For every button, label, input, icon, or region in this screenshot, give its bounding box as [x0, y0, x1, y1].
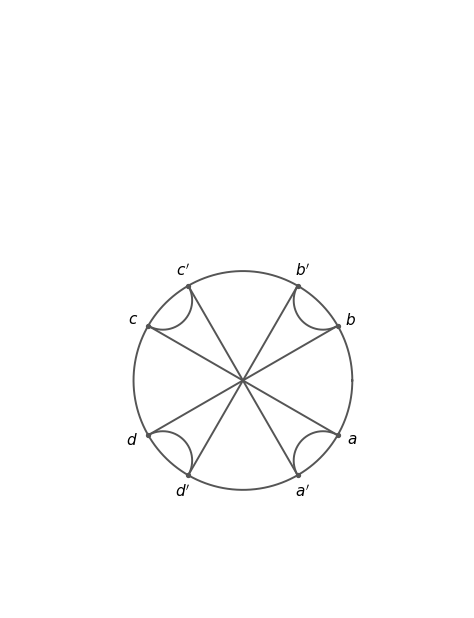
Text: $a'$: $a'$ — [294, 483, 310, 500]
Text: $c'$: $c'$ — [176, 262, 190, 279]
Text: $b'$: $b'$ — [295, 262, 311, 279]
Text: $a$: $a$ — [346, 433, 357, 447]
Text: $c$: $c$ — [128, 313, 138, 328]
Text: $d$: $d$ — [126, 431, 137, 447]
Text: $d'$: $d'$ — [175, 483, 191, 500]
Text: $b$: $b$ — [346, 312, 356, 328]
